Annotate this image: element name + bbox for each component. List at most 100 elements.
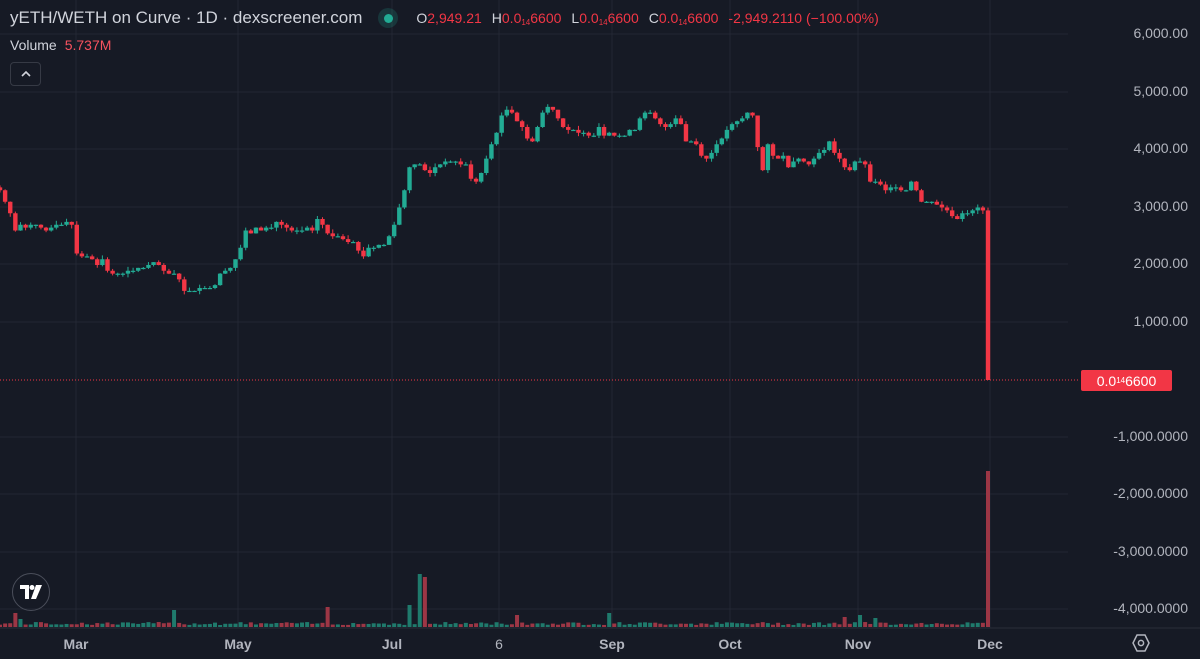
volume-bar xyxy=(8,623,13,627)
candle xyxy=(699,142,704,158)
candle xyxy=(816,149,822,160)
volume-bar xyxy=(535,623,540,627)
candle xyxy=(878,179,883,186)
volume-bar xyxy=(760,622,765,627)
candle xyxy=(407,166,412,194)
candle xyxy=(453,160,458,166)
volume-bar xyxy=(161,623,166,627)
volume-bar xyxy=(253,624,258,627)
candle xyxy=(601,124,607,139)
candle xyxy=(550,106,556,112)
volume-bar xyxy=(330,624,335,627)
volume-bar xyxy=(643,622,648,627)
candle xyxy=(207,286,213,290)
volume-bar xyxy=(960,624,965,627)
volume-bar xyxy=(18,619,23,627)
volume-bar xyxy=(648,622,653,627)
volume-bar xyxy=(3,623,8,627)
settings-button[interactable] xyxy=(1130,632,1152,654)
candle xyxy=(146,262,151,269)
volume-bar xyxy=(950,624,955,627)
candle xyxy=(417,162,422,166)
volume-bar xyxy=(893,624,898,627)
volume-bar xyxy=(0,624,2,627)
candle xyxy=(632,129,637,132)
candle xyxy=(832,138,837,156)
price-axis-label: 3,000.00 xyxy=(1133,198,1189,214)
price-axis-label: 4,000.00 xyxy=(1133,140,1189,156)
price-axis-label: 5,000.00 xyxy=(1133,83,1189,99)
volume-bar xyxy=(571,622,576,627)
candle xyxy=(591,133,597,138)
volume-bar xyxy=(269,623,274,627)
chart-legend: yETH/WETH on Curve · 1D · dexscreener.co… xyxy=(10,8,889,28)
collapse-legend-button[interactable] xyxy=(10,62,41,86)
candle xyxy=(182,276,187,295)
chevron-up-icon xyxy=(20,70,31,77)
candle xyxy=(443,158,448,167)
volume-bar xyxy=(146,622,151,627)
candle xyxy=(489,141,494,161)
volume-bar xyxy=(898,623,903,627)
candle xyxy=(59,222,64,227)
high-value: 0.0146600 xyxy=(501,9,562,27)
volume-bar xyxy=(151,623,156,627)
price-axis-label: -2,000.0000 xyxy=(1113,485,1188,501)
candle xyxy=(238,244,243,261)
candle xyxy=(862,160,868,168)
candle xyxy=(525,124,530,141)
tradingview-logo-icon[interactable] xyxy=(12,573,50,611)
volume-bar xyxy=(863,622,868,627)
candle xyxy=(95,257,100,268)
volume-bar xyxy=(412,624,417,627)
volume-bar xyxy=(939,623,944,627)
volume-bar xyxy=(64,623,69,627)
candle xyxy=(228,267,233,273)
candle xyxy=(955,214,960,220)
candle xyxy=(371,246,376,252)
candle xyxy=(448,160,453,163)
volume-bar xyxy=(883,622,888,627)
candle xyxy=(852,160,858,172)
change-value: -2,949.2110 (−100.00%) xyxy=(728,9,879,26)
volume-bar xyxy=(197,624,202,627)
candle xyxy=(688,140,694,143)
volume-bar xyxy=(448,624,453,627)
volume-bar xyxy=(131,623,136,627)
candle xyxy=(873,178,878,184)
volume-value: 5.737M xyxy=(64,37,112,53)
volume-bar xyxy=(709,624,714,627)
candle xyxy=(571,129,576,132)
volume-bar xyxy=(110,624,115,627)
volume-bar xyxy=(279,622,284,627)
candle xyxy=(274,221,279,232)
volume-bar xyxy=(49,624,54,627)
volume-bar xyxy=(837,624,842,627)
price-axis-label: 6,000.00 xyxy=(1133,25,1189,41)
volume-bar xyxy=(13,613,18,627)
volume-bar xyxy=(980,622,985,627)
candle xyxy=(857,157,863,163)
low-value: 0.0146600 xyxy=(579,9,639,27)
candle xyxy=(386,234,392,245)
volume-bar xyxy=(791,624,796,627)
volume-bar xyxy=(192,623,197,627)
volume-bar xyxy=(125,622,130,627)
candle xyxy=(0,185,3,193)
volume-bar xyxy=(842,617,847,627)
candle xyxy=(356,241,361,254)
candle xyxy=(765,143,771,174)
candle xyxy=(673,115,678,127)
candle xyxy=(647,109,653,115)
candle xyxy=(519,119,525,131)
candle xyxy=(258,226,264,231)
gear-icon xyxy=(1132,634,1150,652)
candle xyxy=(33,224,39,229)
candle xyxy=(709,150,714,162)
candle xyxy=(729,122,735,132)
candle xyxy=(279,219,284,229)
volume-bar xyxy=(596,624,601,627)
candle xyxy=(294,227,300,235)
volume-bar xyxy=(852,622,857,627)
